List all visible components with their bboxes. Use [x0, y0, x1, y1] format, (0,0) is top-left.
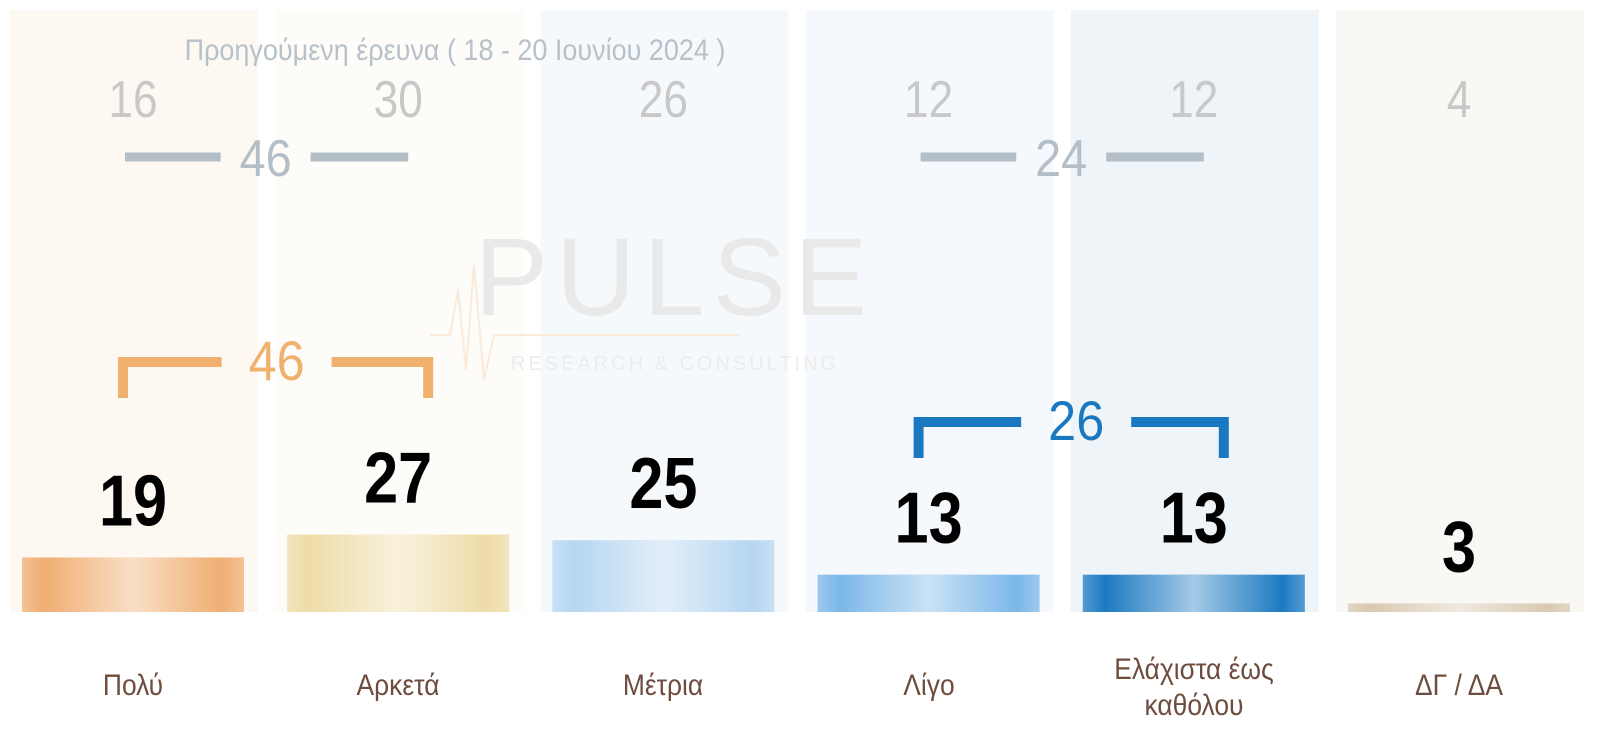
watermark-title: PULSE — [475, 216, 876, 339]
previous-value: 16 — [108, 71, 157, 129]
category-label: Πολύ — [102, 669, 164, 702]
value-label: 13 — [1160, 479, 1228, 559]
group-value: 26 — [1048, 391, 1104, 453]
previous-value: 12 — [1169, 71, 1218, 129]
category-label: ΔΓ / ΔΑ — [1415, 669, 1503, 702]
bar-shine — [552, 540, 775, 612]
column-background — [10, 10, 258, 612]
group-value: 46 — [249, 331, 305, 393]
category-label: Μέτρια — [623, 669, 704, 702]
column-background — [805, 10, 1054, 612]
previous-group-value: 24 — [1035, 130, 1087, 188]
previous-value: 12 — [904, 71, 953, 129]
previous-group-value: 46 — [240, 130, 292, 188]
bar-shine — [1348, 603, 1570, 612]
previous-value: 4 — [1447, 71, 1472, 129]
watermark-pulse — [430, 264, 740, 381]
value-label: 19 — [99, 462, 167, 542]
watermark-subtitle: RESEARCH & CONSULTING — [511, 353, 839, 375]
category-label: Λίγο — [902, 669, 955, 702]
value-label: 13 — [895, 479, 963, 559]
category-label: Αρκετά — [356, 669, 440, 702]
column-background — [1070, 10, 1319, 612]
category-label: Ελάχιστα έως καθόλου — [1114, 653, 1274, 722]
group-bracket — [118, 357, 434, 398]
value-label: 27 — [364, 439, 432, 519]
group-bracket — [913, 417, 1229, 458]
value-label: 3 — [1442, 508, 1476, 588]
bar-shine — [817, 574, 1040, 612]
column-background — [275, 10, 524, 612]
previous-value: 26 — [639, 71, 688, 129]
column-background — [1336, 10, 1584, 612]
previous-legend: Προηγούμενη έρευνα ( 18 - 20 Ιουνίου 202… — [185, 34, 726, 68]
bar-shine — [22, 557, 244, 612]
previous-value: 30 — [374, 71, 423, 129]
value-label: 25 — [629, 445, 697, 525]
column-background — [540, 10, 789, 612]
bar-shine — [1082, 574, 1305, 612]
bar-shine — [287, 534, 510, 612]
